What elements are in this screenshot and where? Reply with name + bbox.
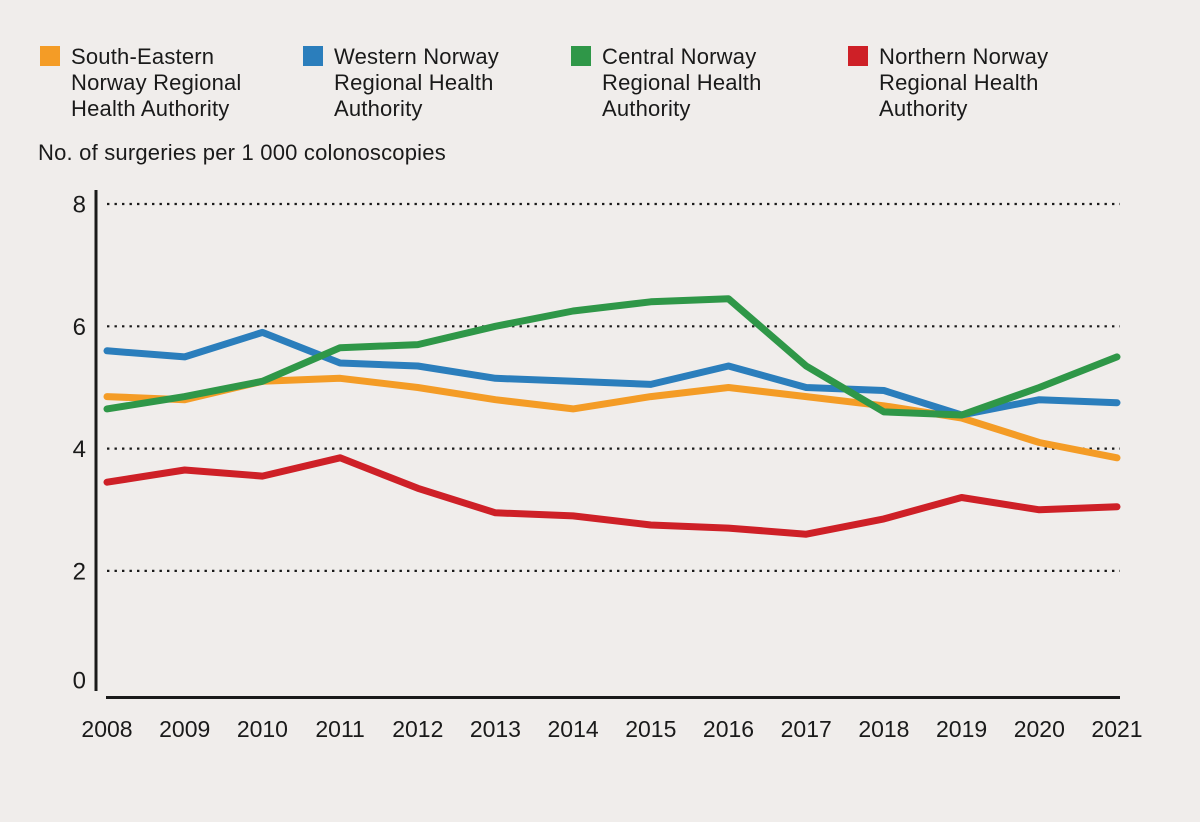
legend-label-western: Western Norway Regional Health Authority <box>334 44 499 121</box>
x-tick-label: 2018 <box>858 716 909 742</box>
x-tick-label: 2009 <box>159 716 210 742</box>
legend-swatch-central-icon <box>571 46 591 66</box>
x-tick-label: 2014 <box>548 716 599 742</box>
x-tick-label: 2020 <box>1014 716 1065 742</box>
y-tick-label: 0 <box>73 668 86 695</box>
legend-label-northern: Northern Norway Regional Health Authorit… <box>879 44 1049 121</box>
x-tick-label: 2021 <box>1091 716 1142 742</box>
x-tick-label: 2016 <box>703 716 754 742</box>
legend-item-northern: Northern Norway Regional Health Authorit… <box>848 44 1064 122</box>
series-line <box>103 328 1121 419</box>
x-tick-label: 2017 <box>781 716 832 742</box>
y-axis-title: No. of surgeries per 1 000 colonoscopies <box>38 140 446 165</box>
x-tick-label: 2012 <box>392 716 443 742</box>
legend-label-south-eastern: South-Eastern Norway Regional Health Aut… <box>71 44 242 121</box>
legend-swatch-south-eastern-icon <box>40 46 60 66</box>
legend-item-south-eastern: South-Eastern Norway Regional Health Aut… <box>40 44 256 122</box>
series-line <box>103 295 1121 419</box>
x-tick-label: 2019 <box>936 716 987 742</box>
y-tick-label: 4 <box>73 436 86 463</box>
x-tick-label: 2010 <box>237 716 288 742</box>
legend-item-western: Western Norway Regional Health Authority <box>303 44 519 122</box>
y-tick-label: 8 <box>73 192 86 219</box>
legend-label-central: Central Norway Regional Health Authority <box>602 44 762 121</box>
legend-swatch-western-icon <box>303 46 323 66</box>
x-tick-label: 2011 <box>315 716 364 742</box>
x-tick-label: 2008 <box>81 716 132 742</box>
x-tick-label: 2015 <box>625 716 676 742</box>
y-tick-label: 2 <box>73 558 86 585</box>
y-tick-label: 6 <box>73 314 86 341</box>
series-line <box>103 374 1121 462</box>
x-tick-label: 2013 <box>470 716 521 742</box>
legend-swatch-northern-icon <box>848 46 868 66</box>
legend-item-central: Central Norway Regional Health Authority <box>571 44 787 122</box>
series-line <box>103 454 1121 538</box>
